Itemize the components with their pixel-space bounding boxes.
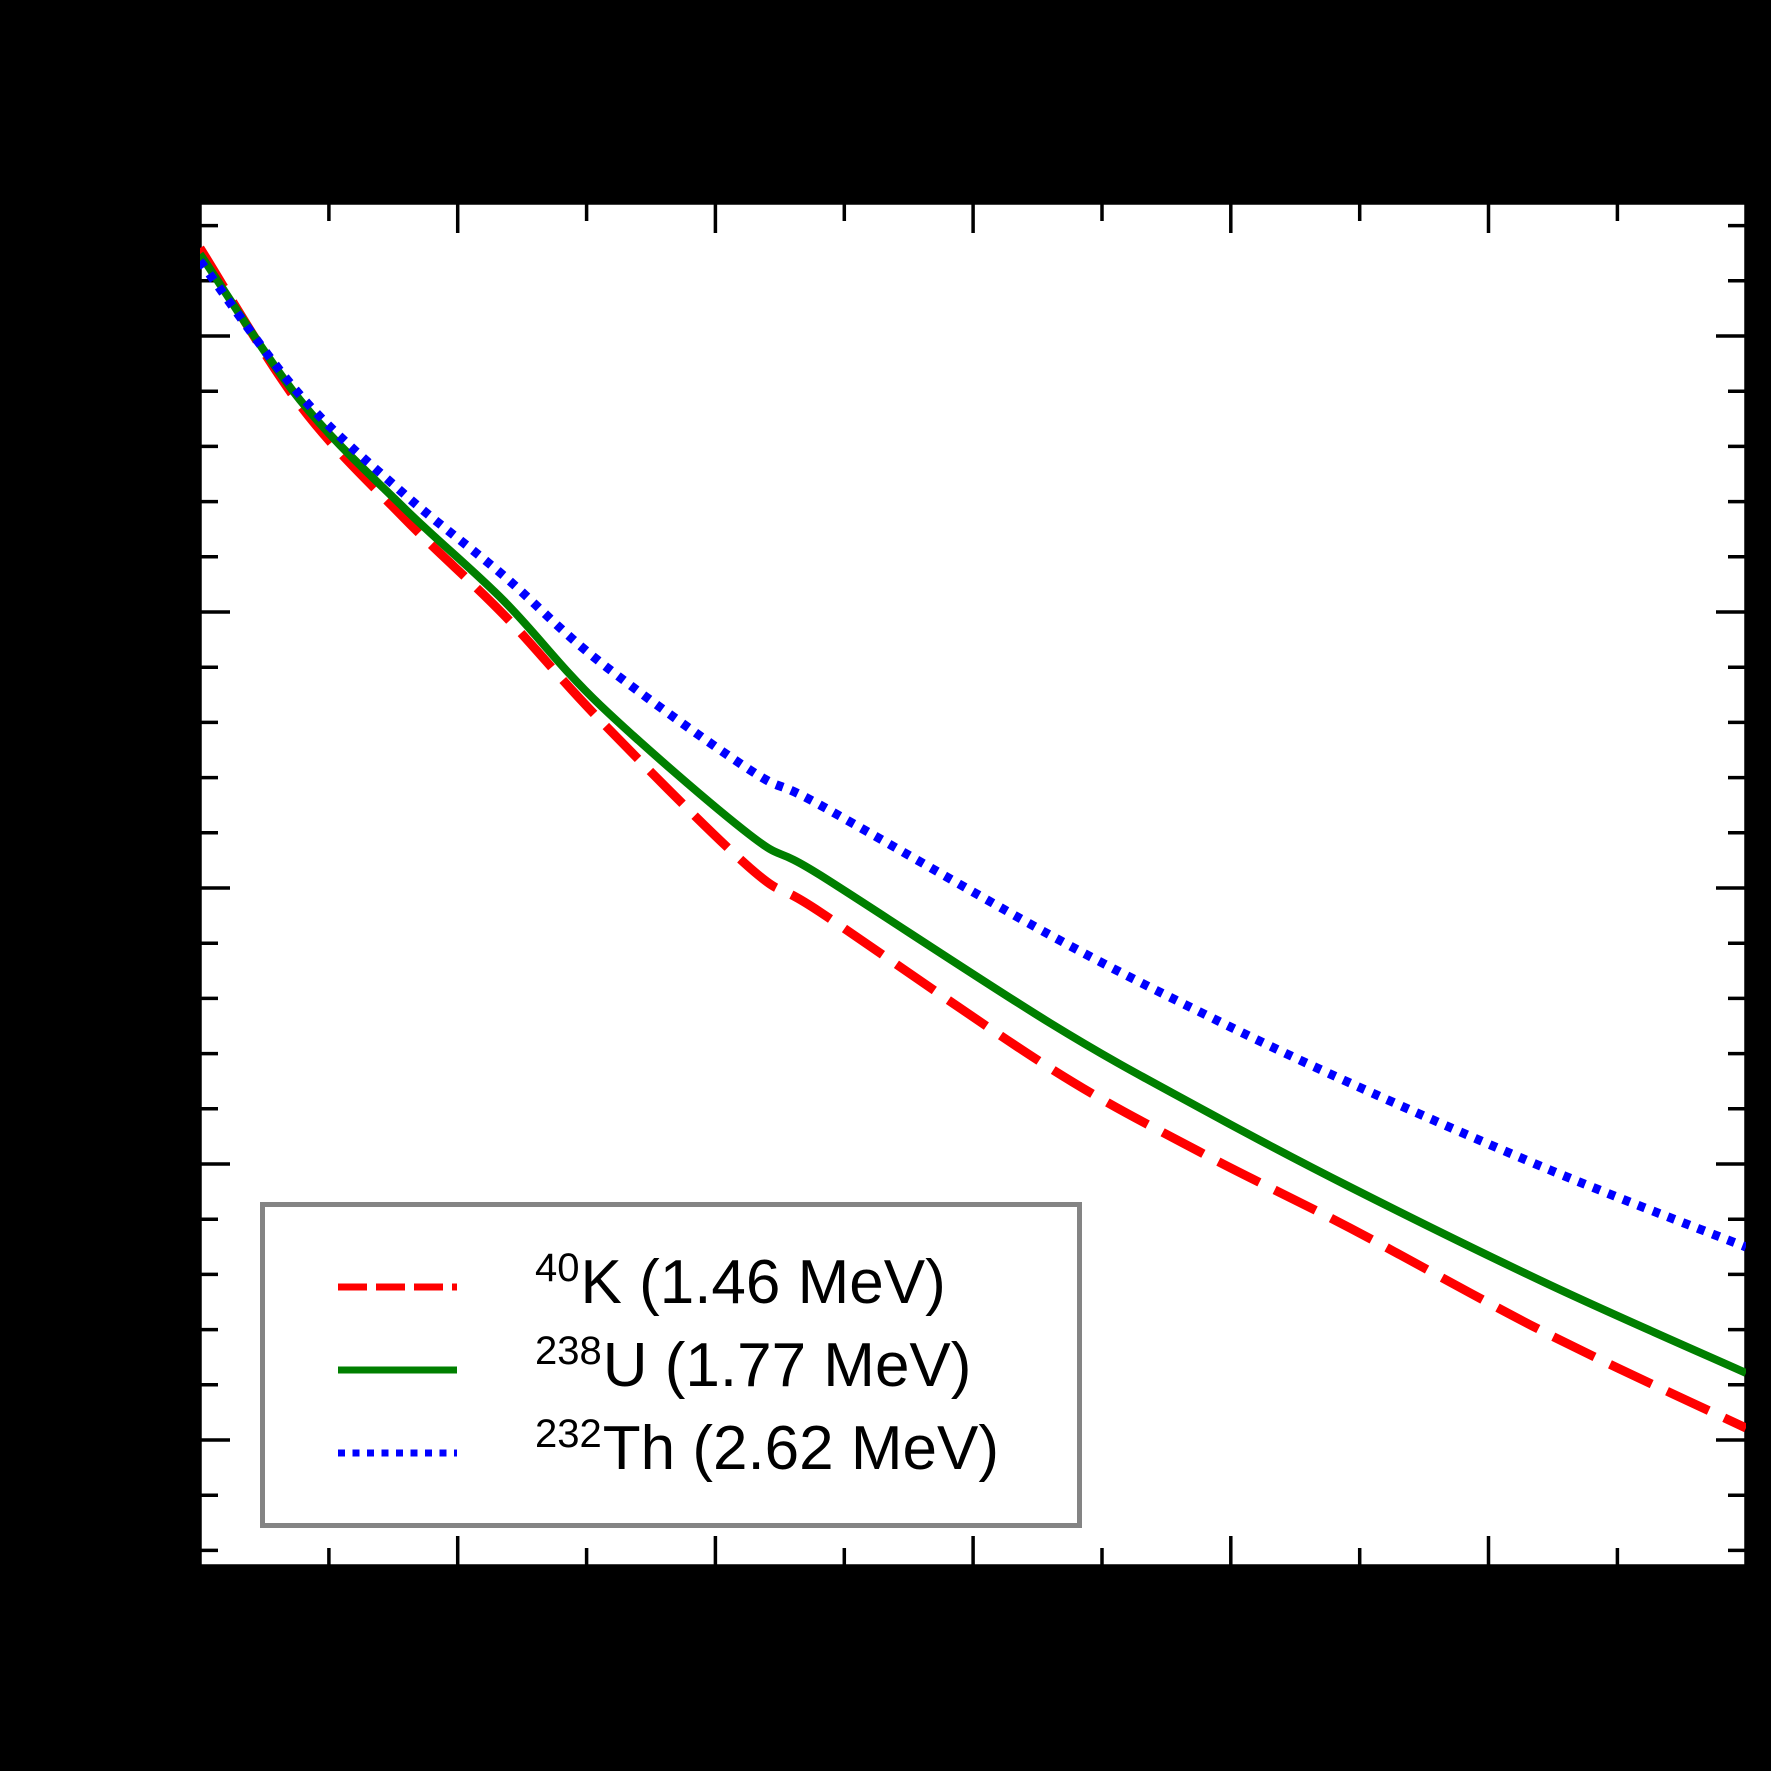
legend-line-green-solid	[338, 1366, 457, 1373]
axis-frame	[198, 201, 1748, 1568]
isotope-label: U (1.77 MeV)	[602, 1331, 972, 1400]
legend-label-th232: 232Th (2.62 MeV)	[535, 1412, 999, 1487]
isotope-label: K (1.46 MeV)	[580, 1248, 946, 1317]
curve-k40	[200, 245, 1746, 1433]
isotope-label: Th (2.62 MeV)	[602, 1414, 999, 1483]
legend: 40K (1.46 MeV) 238U (1.77 MeV) 232Th (2.…	[260, 1202, 1082, 1528]
legend-label-u238: 238U (1.77 MeV)	[535, 1329, 971, 1404]
legend-entry-k40: 40K (1.46 MeV)	[265, 1245, 1077, 1328]
isotope-mass-superscript: 232	[535, 1412, 602, 1456]
legend-label-k40: 40K (1.46 MeV)	[535, 1246, 946, 1321]
isotope-mass-superscript: 40	[535, 1246, 580, 1290]
curve-th232	[200, 258, 1746, 1252]
legend-entry-u238: 238U (1.77 MeV)	[265, 1328, 1077, 1411]
legend-entry-th232: 232Th (2.62 MeV)	[265, 1411, 1077, 1494]
isotope-mass-superscript: 238	[535, 1329, 602, 1373]
legend-line-blue-dotted	[338, 1449, 457, 1456]
curve-u238	[200, 251, 1746, 1377]
legend-line-red-dashed	[338, 1283, 457, 1290]
curves	[200, 245, 1746, 1433]
